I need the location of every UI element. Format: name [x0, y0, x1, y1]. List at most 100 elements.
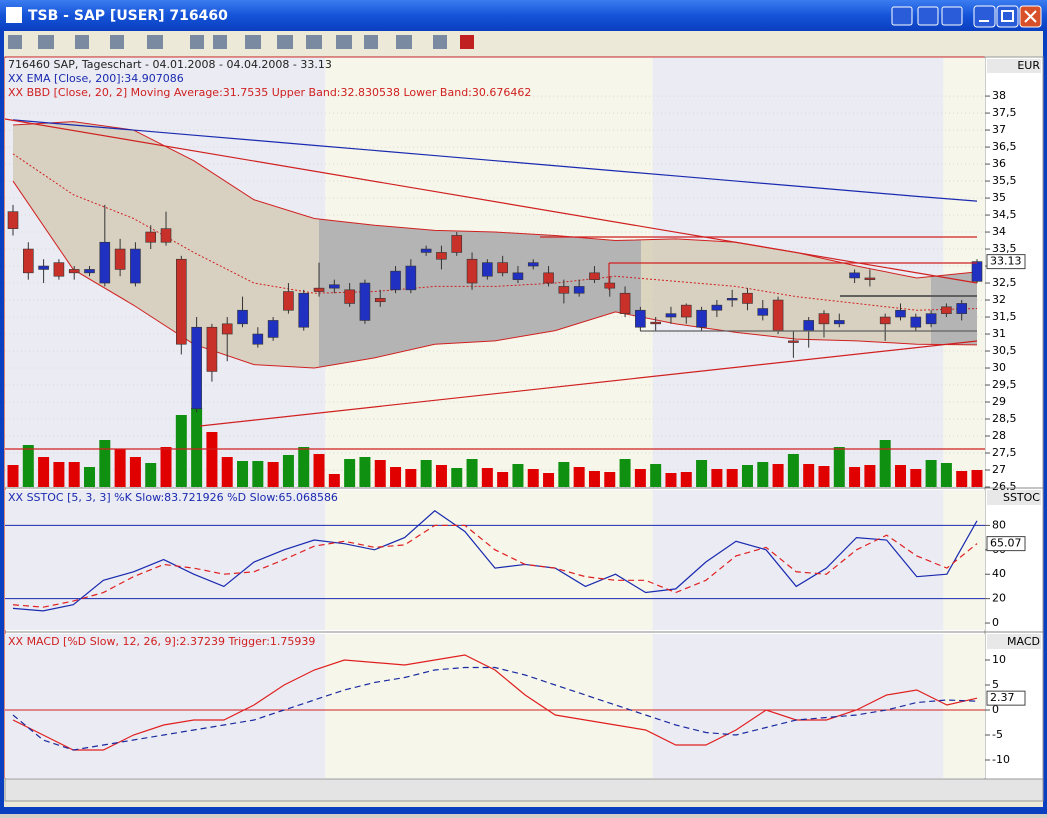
button[interactable] [891, 6, 913, 26]
candle-body [849, 272, 860, 279]
tool-button[interactable] [190, 35, 204, 49]
candle-body [895, 309, 906, 318]
candle-body [374, 298, 386, 303]
maximize[interactable] [996, 5, 1019, 28]
y-tick-label: 27 [992, 463, 1006, 476]
volume-bar [527, 469, 539, 487]
tool-button[interactable] [75, 35, 89, 49]
volume-bar [129, 457, 141, 487]
volume-bar [864, 465, 876, 487]
volume-bar [451, 468, 463, 487]
volume-bar [894, 465, 906, 487]
candle-body [114, 248, 126, 270]
y-tick-label: 34 [992, 225, 1006, 238]
candle-body [298, 292, 310, 328]
candle-body [390, 270, 401, 291]
candle-body [221, 323, 233, 335]
volume-bar [221, 457, 233, 487]
tool-button[interactable] [306, 35, 322, 49]
volume-bar [435, 465, 447, 487]
volume-bar [313, 454, 325, 487]
volume-bar [879, 440, 891, 487]
minimize[interactable] [973, 5, 996, 28]
candle-body [53, 262, 65, 277]
last-value-label: 33.13 [990, 255, 1022, 268]
volume-bar [787, 454, 799, 487]
candle-body [925, 313, 937, 325]
candle-body [84, 269, 95, 274]
volume-bar [191, 408, 203, 487]
candle-body [68, 269, 80, 274]
tool-button[interactable] [38, 35, 54, 49]
axis-name: EUR [1017, 59, 1040, 72]
tool-button[interactable] [110, 35, 124, 49]
candle-body [7, 211, 19, 229]
volume-bar [604, 472, 616, 487]
volume-bar [481, 468, 493, 487]
tool-button[interactable] [364, 35, 378, 49]
candle-body [206, 326, 218, 372]
tool-button[interactable] [336, 35, 352, 49]
y-tick-label: 10 [992, 653, 1006, 666]
y-tick-label: 31 [992, 327, 1006, 340]
y-tick-label: 37 [992, 123, 1006, 136]
y-tick-label: 29,5 [992, 378, 1017, 391]
y-tick-label: 28,5 [992, 412, 1017, 425]
tool-button[interactable] [147, 35, 163, 49]
volume-bar [99, 440, 111, 487]
volume-bar [206, 432, 218, 487]
button[interactable] [941, 6, 963, 26]
tool-button[interactable] [277, 35, 293, 49]
tool-button[interactable] [213, 35, 227, 49]
button[interactable] [917, 6, 939, 26]
y-tick-label: 26,5 [992, 480, 1017, 493]
candle-body [941, 306, 952, 314]
volume-bar [741, 465, 753, 487]
volume-bar [650, 464, 662, 487]
tool-button[interactable] [245, 35, 261, 49]
y-tick-label: 40 [992, 567, 1006, 580]
volume-bar [160, 447, 172, 487]
candle-body [23, 248, 34, 274]
volume-bar [665, 473, 677, 487]
volume-bar [252, 461, 264, 487]
y-tick-label: -10 [992, 753, 1010, 766]
y-tick-label: 5 [992, 678, 999, 691]
tool-button[interactable] [396, 35, 412, 49]
candle-body [191, 326, 202, 410]
tool-button[interactable] [8, 35, 22, 49]
volume-bar [344, 459, 356, 487]
window-buttons[interactable] [891, 5, 1042, 28]
candle-body [527, 262, 539, 267]
volume-bar [237, 461, 249, 487]
volume-bar [711, 469, 723, 487]
volume-bar [680, 472, 692, 487]
month-band [943, 634, 985, 778]
last-value-label: 2.37 [990, 691, 1015, 704]
y-tick-label: 27,5 [992, 446, 1017, 459]
candle-body [818, 313, 830, 325]
tool-button[interactable] [433, 35, 447, 49]
candle-body [788, 340, 799, 343]
toolbar[interactable] [8, 35, 474, 49]
y-tick-label: 35 [992, 191, 1006, 204]
candle-body [757, 308, 769, 316]
volume-bar [726, 469, 738, 487]
volume-bar [390, 467, 402, 487]
candle-body [696, 309, 707, 328]
volume-bar [803, 464, 815, 487]
volume-bar [374, 460, 386, 487]
volume-bar [971, 470, 983, 487]
candle-body [711, 304, 723, 311]
candle-body [956, 303, 967, 314]
x-axis [4, 778, 1044, 802]
tool-button[interactable] [460, 35, 474, 49]
last-value-box [986, 690, 1026, 706]
candle-body [436, 252, 447, 260]
candle-body [145, 231, 157, 243]
volume-bar [175, 415, 187, 487]
y-tick-label: 0 [992, 616, 999, 629]
volume-bar [772, 464, 784, 487]
y-tick-label: 36,5 [992, 140, 1017, 153]
candle-body [742, 292, 753, 304]
